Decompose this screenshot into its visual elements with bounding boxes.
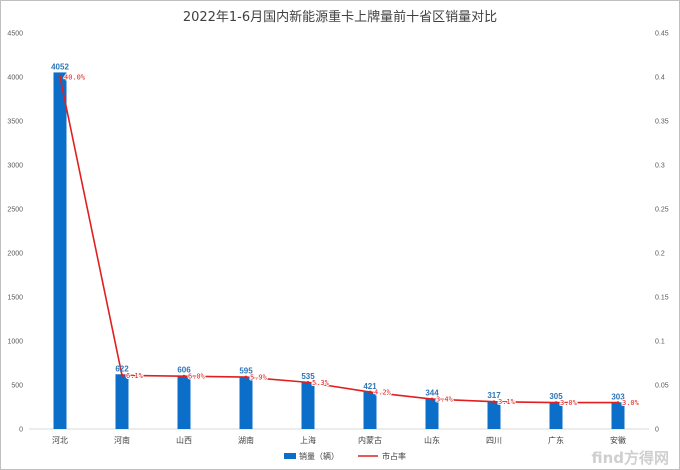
share-point (306, 380, 310, 384)
y-left-tick-label: 3000 (7, 163, 23, 170)
y-right-tick-label: 0 (655, 427, 659, 434)
bar (549, 402, 563, 429)
share-point (58, 75, 62, 79)
y-left-tick-label: 3500 (7, 119, 23, 126)
y-left-tick-label: 500 (11, 383, 23, 390)
share-point (244, 375, 248, 379)
y-right-tick-label: 0.3 (655, 163, 665, 170)
share-value-label: 6.0% (188, 373, 206, 381)
bar-value-label: 622 (115, 364, 129, 373)
share-point (368, 390, 372, 394)
share-point (182, 374, 186, 378)
share-value-label: 3.1% (498, 398, 516, 406)
y-right-tick-label: 0.1 (655, 339, 665, 346)
share-value-label: 4.2% (374, 389, 392, 397)
x-tick-label: 四川 (486, 436, 502, 445)
y-right-tick-label: 0.05 (655, 383, 669, 390)
bar-value-label: 4052 (51, 62, 69, 71)
y-left-tick-label: 1000 (7, 339, 23, 346)
bar-value-label: 421 (363, 382, 377, 391)
bar-value-label: 305 (549, 392, 563, 401)
bar-value-label: 317 (487, 391, 501, 400)
y-right-tick-label: 0.25 (655, 207, 669, 214)
share-value-label: 3.0% (560, 399, 578, 407)
bar (239, 376, 253, 429)
bar-value-label: 535 (301, 372, 315, 381)
share-point (616, 401, 620, 404)
x-tick-label: 湖南 (238, 435, 254, 445)
y-right-tick-label: 0.15 (655, 295, 669, 302)
bar-value-label: 303 (611, 392, 625, 401)
y-left-tick-label: 1500 (7, 295, 23, 302)
legend-line-label: 市占率 (382, 451, 406, 461)
watermark: find方得网 (591, 449, 669, 467)
bar-value-label: 606 (177, 366, 191, 375)
bar (115, 374, 129, 429)
x-tick-label: 安徽 (610, 435, 626, 445)
bar (611, 402, 625, 429)
y-right-tick-label: 0.35 (655, 119, 669, 126)
bar (487, 401, 501, 429)
x-tick-label: 上海 (300, 435, 316, 445)
bars (53, 72, 625, 429)
bar (301, 381, 315, 429)
share-point (492, 400, 496, 404)
bar (53, 72, 67, 429)
y-right-tick-label: 0.4 (655, 75, 665, 82)
bar (363, 391, 377, 429)
share-point (554, 401, 558, 404)
legend-bar-label: 销量（辆） (299, 451, 339, 461)
axes: 0 500 1000 1500 2000 2500 3000 3500 4000 4500 0 0.0… (7, 31, 668, 446)
chart-title: 2022年1-6月国内新能源重卡上牌量前十省区销量对比 (183, 9, 497, 25)
share-point (430, 397, 434, 401)
share-value-label: 3.4% (436, 396, 454, 404)
legend-bar-swatch (284, 453, 296, 459)
y-left-tick-label: 0 (19, 427, 23, 434)
y-left-tick-label: 2000 (7, 251, 23, 258)
y-right-tick-label: 0.2 (655, 251, 665, 258)
y-left-tick-label: 4500 (7, 31, 23, 38)
share-value-label: 3.0% (622, 399, 640, 407)
bar (177, 375, 191, 429)
x-tick-label: 山东 (424, 435, 440, 445)
share-point (120, 373, 124, 377)
x-tick-label: 山西 (176, 435, 192, 445)
y-left-tick-label: 4000 (7, 75, 23, 82)
y-right-tick-label: 0.45 (655, 31, 669, 38)
share-value-label: 6.1% (126, 372, 144, 380)
x-tick-label: 广东 (548, 435, 564, 445)
data-labels: 4052 622 606 595 535 421 344 317 305 303 40.0% 6.1%… (51, 62, 641, 408)
bar (425, 398, 439, 429)
x-tick-label: 河北 (52, 435, 68, 445)
share-line (58, 75, 620, 404)
share-value-label: 5.3% (312, 379, 330, 387)
share-value-label: 40.0% (64, 74, 86, 82)
share-line-path (59, 76, 618, 404)
y-left-tick-label: 2500 (7, 207, 23, 214)
share-value-label: 5.9% (250, 374, 268, 382)
x-tick-label: 内蒙古 (358, 435, 382, 445)
x-tick-label: 河南 (114, 435, 130, 445)
bar-value-label: 595 (239, 367, 253, 376)
bar-value-label: 344 (425, 389, 439, 398)
legend: 销量（辆） 市占率 (284, 451, 406, 461)
